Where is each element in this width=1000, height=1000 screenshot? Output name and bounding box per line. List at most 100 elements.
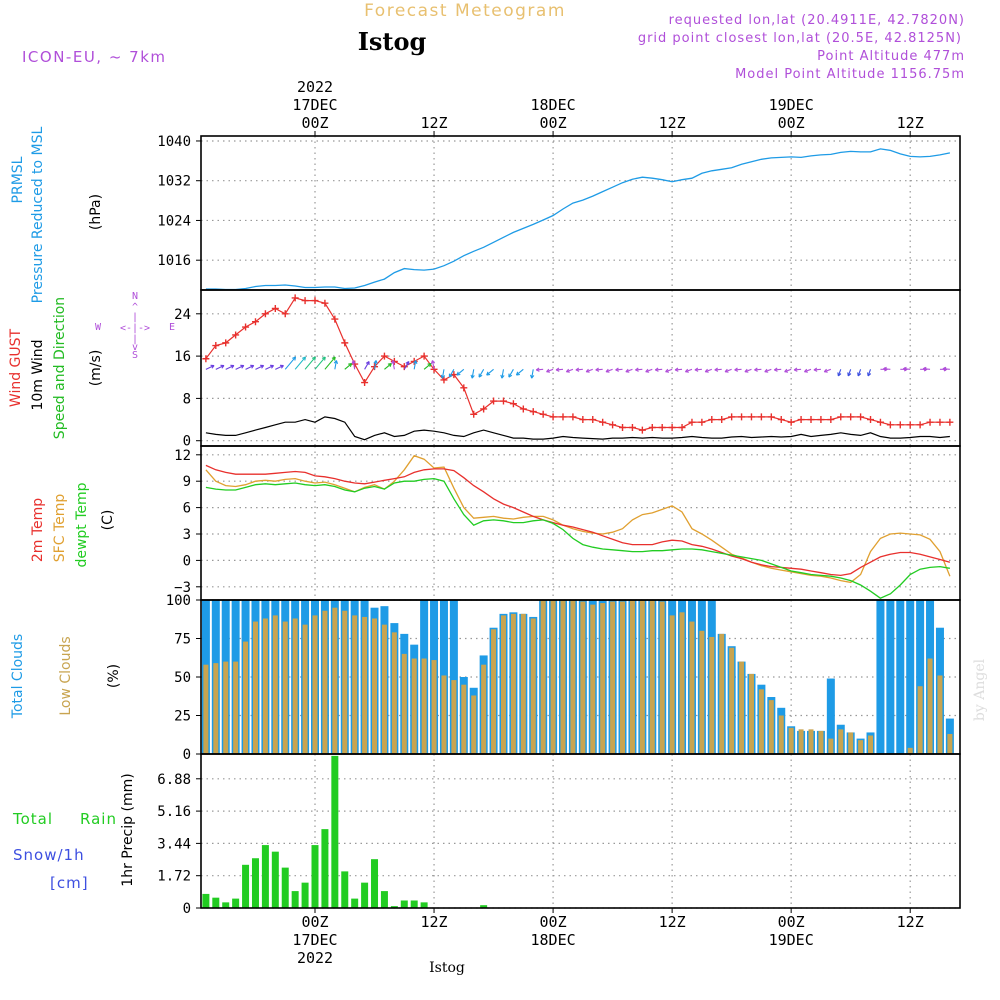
wind-gust-marker (380, 352, 388, 360)
wind-direction-arrow (744, 368, 752, 373)
bottom-year-label: 2022 (297, 949, 333, 967)
low-cloud-bar (471, 695, 477, 754)
wind-direction-arrow (384, 362, 392, 370)
low-cloud-bar (510, 613, 516, 754)
wind-direction-arrow (764, 368, 772, 373)
ytick-label: 0 (183, 434, 191, 450)
wind-gust-marker (738, 413, 746, 421)
low-cloud-bar (818, 730, 824, 754)
svg-text:<-|->: <-|-> (120, 323, 150, 334)
top-xtick-label: 12Z (420, 114, 447, 132)
wind-direction-arrow (645, 368, 653, 373)
sfc-temp-line (205, 454, 951, 584)
low-cloud-bar (332, 607, 338, 754)
low-cloud-bar (917, 686, 923, 754)
wind-gust-marker (757, 413, 765, 421)
pressure-panel-labels: PRMSL Pressure Reduced to MSL (hPa) (10, 126, 104, 303)
ytick-label: 1032 (157, 174, 191, 190)
precip-bar (410, 900, 418, 908)
bottom-xtick-label: 00Z (301, 913, 328, 931)
panel-frame (200, 753, 961, 909)
wind-gust-marker (688, 418, 696, 426)
pressure-msl-label: Pressure Reduced to MSL (30, 126, 46, 303)
svg-text:v: v (132, 342, 138, 353)
wind-direction-arrow (605, 368, 613, 373)
wind-gust-marker (271, 305, 279, 313)
bottom-xtick-label: 12Z (659, 913, 686, 931)
ytick-label: 8 (183, 391, 191, 407)
precip-bar (271, 851, 279, 908)
wind-direction-arrow (565, 368, 574, 373)
wind-gust-marker (232, 331, 240, 339)
precip-bar (390, 906, 398, 908)
low-cloud-bar (788, 727, 794, 754)
low-cloud-bar (838, 729, 844, 754)
pressure-unit: (hPa) (88, 194, 104, 230)
wind-direction-arrow (813, 367, 821, 372)
wind-direction-label: Speed and Direction (52, 297, 68, 439)
prmsl-label: PRMSL (10, 156, 26, 203)
wind-gust-marker (549, 413, 557, 421)
wind-gust-marker (728, 413, 736, 421)
bottom-date-label: 18DEC (531, 931, 576, 949)
dewpt-label: dewpt Temp (74, 482, 90, 567)
compass-icon: N ^ | W <-|-> E | v S (95, 291, 175, 361)
ytick-label: 5.16 (157, 804, 191, 820)
ytick-label: 3 (183, 527, 191, 543)
sfc-temp-label: SFC Temp (52, 494, 68, 563)
precip-bar (291, 891, 299, 908)
wind-direction-arrow (784, 368, 792, 373)
low-cloud-bar (709, 636, 715, 754)
wind-gust-marker (509, 400, 517, 408)
top-xtick-label: 12Z (659, 114, 686, 132)
wind-gust-marker (857, 413, 865, 421)
ytick-label: 6.88 (157, 772, 191, 788)
low-cloud-bar (381, 624, 387, 754)
wind-gust-marker (886, 421, 894, 429)
precip-panel-labels: Total Rain Snow/1h [cm] 1hr Precip (mm) (12, 773, 136, 892)
low-cloud-bar (669, 615, 675, 754)
ytick-label: 24 (174, 307, 191, 323)
temp-panel-labels: 2m Temp SFC Temp dewpt Temp (C) (30, 482, 116, 567)
wind-direction-arrow (478, 369, 485, 378)
low-cloud-bar (828, 738, 834, 754)
low-cloud-bar (223, 661, 229, 754)
wind-gust-marker (480, 405, 488, 413)
wind-direction-arrow (654, 367, 663, 372)
low-cloud-bar (352, 615, 358, 754)
wind-direction-arrow (265, 364, 274, 370)
low-cloud-bar (798, 729, 804, 754)
wind-gust-marker (499, 397, 507, 405)
wind-gust-marker (331, 315, 339, 323)
time-axes: 1016102410321040081624−30369120255075100… (157, 78, 923, 967)
wind-direction-arrow (391, 360, 396, 370)
requested-location: requested lon,lat (20.4911E, 42.7820N) (669, 13, 965, 28)
ytick-label: 100 (166, 593, 191, 609)
wind-direction-arrow (546, 368, 554, 373)
footer-station: Istog (429, 960, 465, 976)
low-cloud-bar (719, 633, 725, 754)
low-cloud-bar (342, 610, 348, 754)
wind-gust-marker (668, 423, 676, 431)
ytick-label: 3.44 (157, 836, 191, 852)
bottom-xtick-label: 00Z (778, 913, 805, 931)
ytick-label: 0 (183, 747, 191, 763)
low-cloud-bar (500, 615, 506, 754)
precip-bar (281, 867, 289, 908)
top-date-label: 19DEC (769, 96, 814, 114)
low-cloud-bar (659, 601, 665, 754)
low-cloud-bar (540, 600, 546, 754)
ytick-label: 1.72 (157, 869, 191, 885)
wind-gust-marker (569, 413, 577, 421)
low-cloud-bar (411, 658, 417, 754)
wind-gust-marker (936, 418, 944, 426)
model-label: ICON-EU, ~ 7km (22, 48, 167, 66)
wind-direction-arrow (823, 368, 832, 373)
wind-direction-arrow (883, 366, 891, 372)
grid-point-location: grid point closest lon,lat (20.5E, 42.81… (638, 31, 962, 46)
precip-bar (420, 902, 428, 908)
low-cloud-bar (610, 601, 616, 754)
ytick-label: 1024 (157, 213, 191, 229)
precip-bar (380, 891, 388, 908)
wind-direction-arrow (665, 368, 673, 373)
